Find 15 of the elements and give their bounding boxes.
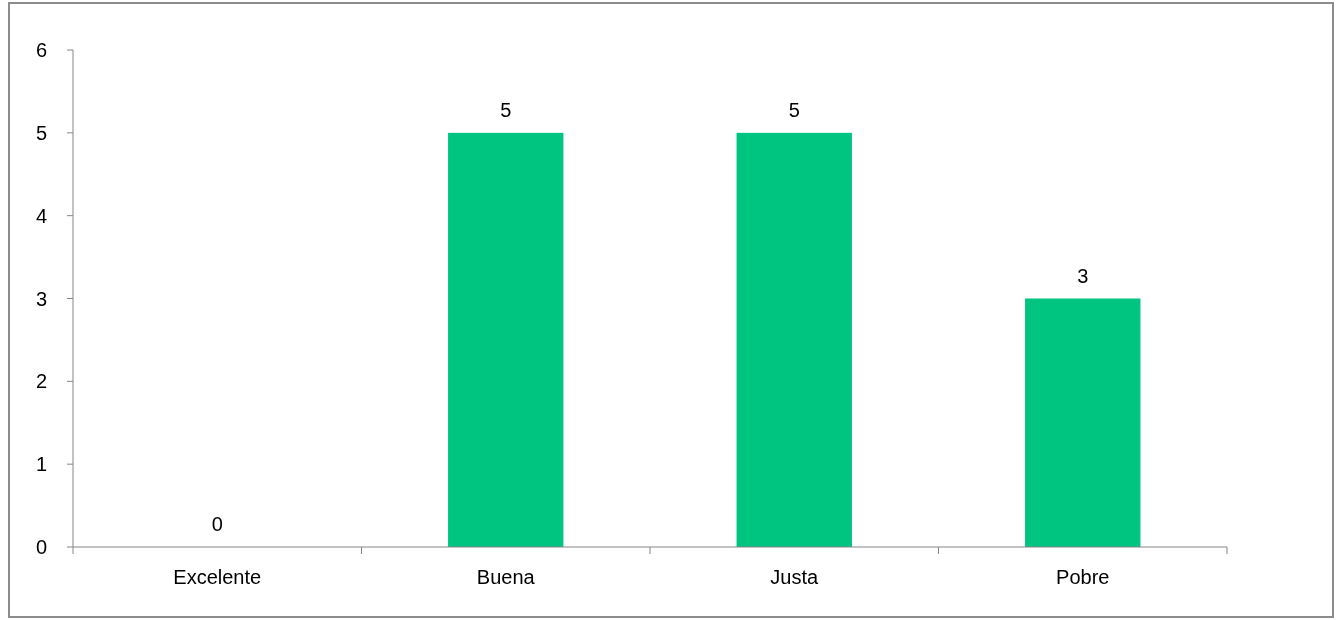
y-tick-label: 0 bbox=[35, 536, 47, 558]
x-tick-label: Buena bbox=[476, 566, 536, 588]
data-label: 5 bbox=[788, 98, 800, 121]
data-label: 0 bbox=[211, 513, 223, 535]
data-label: 3 bbox=[1077, 264, 1089, 287]
x-tick-label: Justa bbox=[770, 566, 820, 588]
y-tick-label: 3 bbox=[35, 287, 47, 310]
y-tick-label: 1 bbox=[35, 453, 47, 476]
y-tick-label: 6 bbox=[35, 39, 47, 61]
y-tick-label: 5 bbox=[35, 121, 47, 144]
y-tick-label: 4 bbox=[35, 204, 47, 227]
data-label: 5 bbox=[500, 98, 512, 121]
x-tick-label: Pobre bbox=[1056, 566, 1110, 588]
y-tick-label: 2 bbox=[35, 370, 47, 393]
x-tick-label: Excelente bbox=[173, 566, 262, 588]
